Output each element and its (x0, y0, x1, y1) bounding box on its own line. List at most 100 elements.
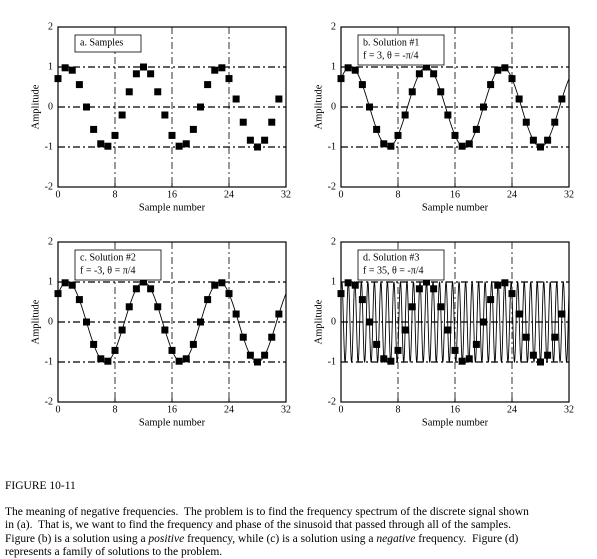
sample-point (337, 290, 345, 298)
y-tick-label: 1 (48, 61, 53, 72)
sample-point (225, 75, 233, 83)
y-axis-label: Amplitude (313, 84, 324, 129)
sample-point (118, 326, 126, 334)
sample-point (54, 290, 62, 298)
sample-point (351, 281, 359, 289)
sample-point (444, 326, 452, 334)
sample-point (408, 88, 416, 96)
x-tick-label: 24 (507, 404, 517, 415)
annotation-text: a. Samples (80, 37, 123, 48)
sample-point (182, 355, 190, 363)
sample-point (83, 103, 90, 111)
sample-point (358, 81, 366, 89)
x-tick-label: 16 (167, 404, 177, 415)
x-tick-label: 0 (56, 189, 61, 200)
y-tick-label: 2 (48, 21, 53, 32)
y-tick-label: 2 (331, 21, 336, 32)
sample-point (104, 357, 112, 365)
sample-point (132, 70, 140, 78)
sample-point (168, 131, 176, 139)
caption-text: in (a). That is, we want to find the fre… (5, 519, 511, 532)
sample-point (408, 303, 416, 311)
sample-point (239, 333, 247, 341)
sample-point (225, 290, 233, 298)
annotation-box (357, 34, 445, 66)
sample-point (83, 318, 90, 326)
sample-point (544, 136, 552, 144)
sample-point (118, 111, 126, 119)
sample-point (558, 310, 566, 318)
sample-point (522, 333, 530, 341)
caption-line: The meaning of negative frequencies. The… (5, 506, 595, 519)
sample-point (54, 75, 62, 83)
sample-point (97, 355, 105, 363)
sample-point (254, 143, 261, 151)
x-tick-label: 16 (450, 189, 460, 200)
sample-point (211, 66, 219, 74)
x-tick-label: 32 (281, 404, 291, 415)
sample-point (366, 318, 373, 326)
x-axis-label: Sample number (422, 202, 489, 213)
x-tick-label: 16 (450, 404, 460, 415)
y-tick-label: 1 (48, 276, 53, 287)
sample-point (154, 303, 162, 311)
x-tick-label: 0 (56, 404, 61, 415)
x-tick-label: 8 (396, 404, 401, 415)
sample-point (529, 351, 537, 359)
sample-point (522, 118, 530, 126)
sample-point (154, 88, 162, 96)
sample-point (261, 351, 269, 359)
sample-point (430, 285, 438, 293)
sample-point (537, 358, 544, 366)
sample-point (239, 118, 247, 126)
plot-frame (340, 26, 570, 188)
sample-point (544, 351, 552, 359)
sample-point (451, 346, 459, 354)
sample-point (90, 125, 98, 133)
sample-point (415, 285, 423, 293)
sample-point (197, 103, 204, 111)
sample-point (508, 75, 516, 83)
y-tick-label: -2 (45, 396, 53, 407)
sample-point (344, 279, 352, 287)
caption-text: The meaning of negative frequencies. The… (5, 506, 529, 519)
y-tick-label: 0 (331, 101, 336, 112)
sample-point (487, 296, 495, 304)
x-tick-label: 32 (564, 404, 574, 415)
sample-point (61, 64, 69, 72)
sample-point (61, 279, 69, 287)
sample-point (344, 64, 352, 72)
page: -2 -1 0 1 2 0 8 16 24 32 Sample number Amplitude a. … (5, 21, 595, 559)
plot-frame (57, 241, 287, 403)
y-tick-label: 0 (48, 316, 53, 327)
caption-line: represents a family of solutions to the … (5, 546, 595, 559)
y-axis-label: Amplitude (30, 84, 41, 129)
sample-point (394, 346, 402, 354)
plot-frame (340, 241, 570, 403)
sample-point (246, 351, 254, 359)
x-axis-label: Sample number (422, 417, 489, 428)
annotation-text: f = 3, θ = -π/4 (363, 50, 419, 61)
sample-point (140, 63, 147, 71)
sample-point (111, 131, 119, 139)
annotation-text: f = 35, θ = -π/4 (363, 265, 424, 276)
y-tick-label: 0 (48, 101, 53, 112)
x-tick-label: 24 (224, 404, 234, 415)
sample-point (458, 357, 466, 365)
sample-point (401, 111, 409, 119)
sample-point (501, 64, 509, 72)
sample-point (268, 118, 276, 126)
sample-point (380, 355, 388, 363)
figure: -2 -1 0 1 2 0 8 16 24 32 Sample number Amplitude a. … (30, 21, 574, 428)
plot-frame (57, 26, 287, 188)
sample-point (68, 66, 76, 74)
x-tick-label: 32 (564, 189, 574, 200)
x-axis-label: Sample number (139, 202, 206, 213)
sample-point (204, 296, 212, 304)
sample-point (494, 281, 502, 289)
sample-point (337, 75, 345, 83)
sample-point (451, 131, 459, 139)
sample-point (515, 310, 523, 318)
sample-point (140, 278, 147, 286)
y-tick-label: -2 (45, 181, 53, 192)
